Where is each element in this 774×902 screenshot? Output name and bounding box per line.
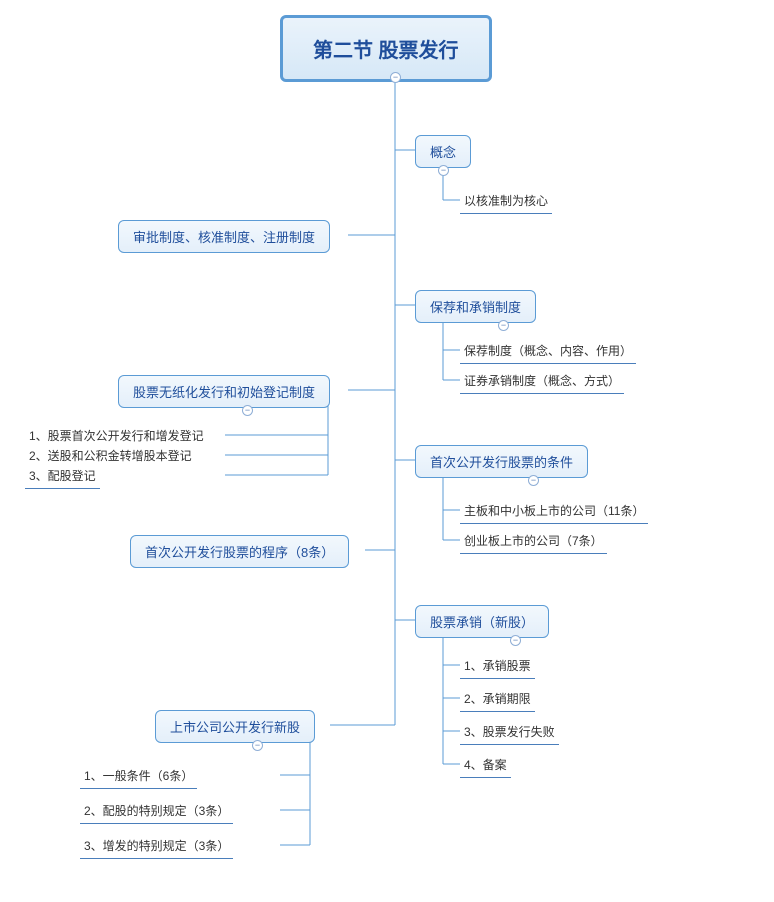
collapse-icon[interactable]: − (252, 740, 263, 751)
collapse-icon[interactable]: − (438, 165, 449, 176)
leaf: 创业板上市的公司（7条） (460, 530, 607, 554)
branch-ipo-procedure: 首次公开发行股票的程序（8条） (130, 535, 349, 568)
branch-concept: 概念 (415, 135, 471, 168)
branch-ipo-conditions: 首次公开发行股票的条件 (415, 445, 588, 478)
leaf: 4、备案 (460, 754, 511, 778)
leaf: 证券承销制度（概念、方式） (460, 370, 624, 394)
collapse-icon[interactable]: − (242, 405, 253, 416)
leaf: 2、承销期限 (460, 688, 535, 712)
leaf: 以核准制为核心 (460, 190, 552, 214)
branch-underwriting: 股票承销（新股） (415, 605, 549, 638)
collapse-icon[interactable]: − (498, 320, 509, 331)
leaf: 3、配股登记 (25, 465, 100, 489)
collapse-icon[interactable]: − (390, 72, 401, 83)
leaf: 3、股票发行失败 (460, 721, 559, 745)
branch-paperless-registration: 股票无纸化发行和初始登记制度 (118, 375, 330, 408)
collapse-icon[interactable]: − (528, 475, 539, 486)
leaf: 保荐制度（概念、内容、作用） (460, 340, 636, 364)
leaf: 1、一般条件（6条） (80, 765, 197, 789)
branch-listed-new-shares: 上市公司公开发行新股 (155, 710, 315, 743)
leaf: 主板和中小板上市的公司（11条） (460, 500, 648, 524)
leaf: 3、增发的特别规定（3条） (80, 835, 233, 859)
branch-approval-systems: 审批制度、核准制度、注册制度 (118, 220, 330, 253)
collapse-icon[interactable]: − (510, 635, 521, 646)
leaf: 2、配股的特别规定（3条） (80, 800, 233, 824)
branch-sponsor-underwrite: 保荐和承销制度 (415, 290, 536, 323)
root-node: 第二节 股票发行 (280, 15, 492, 82)
leaf: 1、承销股票 (460, 655, 535, 679)
